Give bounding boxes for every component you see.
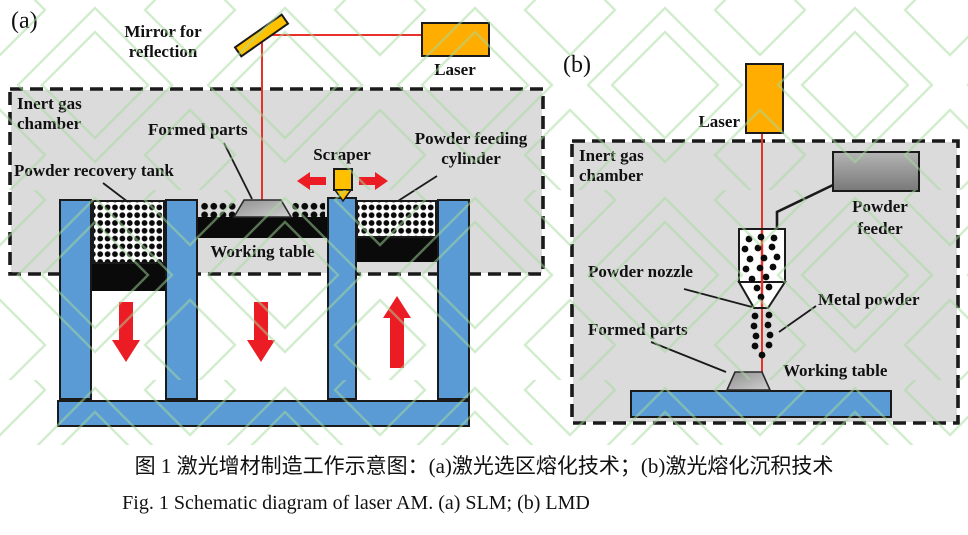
recovery-tank-cavity	[92, 291, 165, 400]
machine-base	[57, 400, 470, 427]
laser-beam-vertical-b	[761, 134, 764, 374]
feeding-cylinder-cavity	[356, 277, 437, 400]
feeding-cylinder-piston	[356, 238, 437, 262]
laser-label-a: Laser	[434, 60, 476, 79]
panel-a-tag: (a)	[11, 8, 38, 34]
powder-nozzle-label: Powder nozzle	[588, 262, 693, 281]
working-table-top	[198, 217, 327, 238]
laser-label-b: Laser	[698, 112, 740, 131]
tank-wall-1	[59, 199, 92, 400]
laser-beam-horizontal	[262, 34, 422, 37]
scraper-label: Scraper	[313, 145, 371, 164]
laser-source-a	[421, 22, 490, 57]
powder-feeding-cylinder-powder	[356, 200, 437, 238]
powder-recovery-tank-powder	[92, 200, 165, 264]
powder-feeder	[832, 151, 920, 192]
chamber-label-a: Inert gas chamber	[17, 94, 82, 133]
laser-beam-vertical-a	[260, 35, 263, 203]
tank-wall-2	[165, 199, 198, 400]
metal-powder-label: Metal powder	[818, 290, 920, 309]
recovery-tank-piston	[92, 264, 165, 291]
formed-parts-label-b: Formed parts	[588, 320, 688, 339]
caption-english: Fig. 1 Schematic diagram of laser AM. (a…	[122, 492, 590, 514]
working-table-label-b: Working table	[783, 361, 888, 380]
tank-wall-3	[327, 197, 357, 400]
build-powder-right	[290, 201, 325, 218]
laser-source-b	[745, 63, 784, 134]
build-tank-cavity	[198, 277, 327, 400]
chamber-label-b: Inert gas chamber	[579, 146, 644, 185]
mirror-label: Mirror for reflection	[124, 22, 202, 61]
panel-b-tag: (b)	[563, 52, 591, 78]
caption-chinese: 图 1 激光增材制造工作示意图：(a)激光选区熔化技术；(b)激光熔化沉积技术	[134, 454, 834, 478]
build-powder-left	[199, 201, 236, 218]
scraper	[333, 168, 353, 191]
tank-wall-4	[437, 199, 470, 400]
working-table-label-a: Working table	[210, 242, 315, 261]
working-table-b	[630, 390, 892, 418]
formed-parts-label-a: Formed parts	[148, 120, 248, 139]
powder-feeding-label: Powder feeding cylinder	[414, 129, 528, 168]
powder-recovery-label: Powder recovery tank	[14, 161, 174, 180]
powder-feeder-label: Powder feeder	[852, 197, 908, 238]
